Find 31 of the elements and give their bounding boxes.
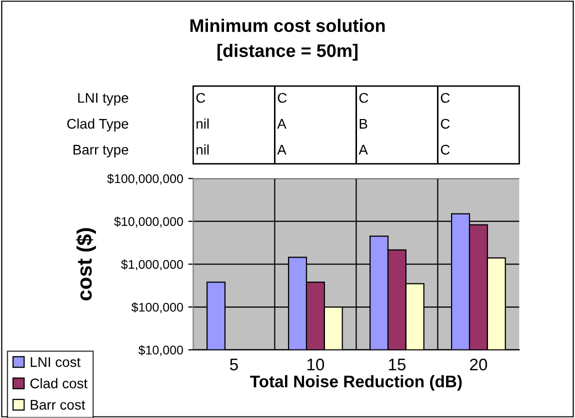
x-tick-label: 10 bbox=[307, 358, 324, 370]
text: nil bbox=[196, 118, 209, 129]
text: Barr type bbox=[74, 144, 128, 158]
text: C bbox=[359, 92, 368, 103]
y-tick-label: $100,000 bbox=[131, 302, 183, 314]
x-tick-label: 5 bbox=[230, 358, 238, 370]
legend-label: Barr cost bbox=[30, 400, 86, 410]
chart-title: Minimum cost solution bbox=[190, 18, 385, 32]
y-axis-title: cost ($) bbox=[76, 228, 96, 300]
text: nil bbox=[196, 144, 209, 154]
text: A bbox=[277, 144, 286, 154]
text: Clad Type bbox=[67, 118, 128, 132]
text: C bbox=[440, 118, 450, 129]
y-tick-label: $10,000,000 bbox=[114, 216, 183, 228]
text: C bbox=[440, 144, 450, 155]
y-tick-label: $1,000,000 bbox=[121, 259, 183, 270]
y-tick-label: $10,000 bbox=[138, 345, 183, 356]
x-axis-title: Total Noise Reduction (dB) bbox=[250, 375, 462, 391]
text: A bbox=[277, 119, 286, 129]
text: A bbox=[358, 144, 368, 154]
chart-subtitle: [distance = 50m] bbox=[218, 44, 358, 61]
text: B bbox=[360, 119, 368, 129]
text: LNI type bbox=[78, 93, 128, 106]
legend-label: Clad cost bbox=[30, 378, 88, 388]
y-tick-label: $100,000,000 bbox=[107, 174, 183, 185]
legend-label: LNI cost bbox=[30, 357, 81, 367]
x-tick-label: 20 bbox=[470, 358, 488, 370]
text: C bbox=[278, 92, 287, 103]
text: C bbox=[440, 92, 450, 103]
x-tick-label: 15 bbox=[388, 358, 406, 370]
text: C bbox=[196, 92, 206, 103]
